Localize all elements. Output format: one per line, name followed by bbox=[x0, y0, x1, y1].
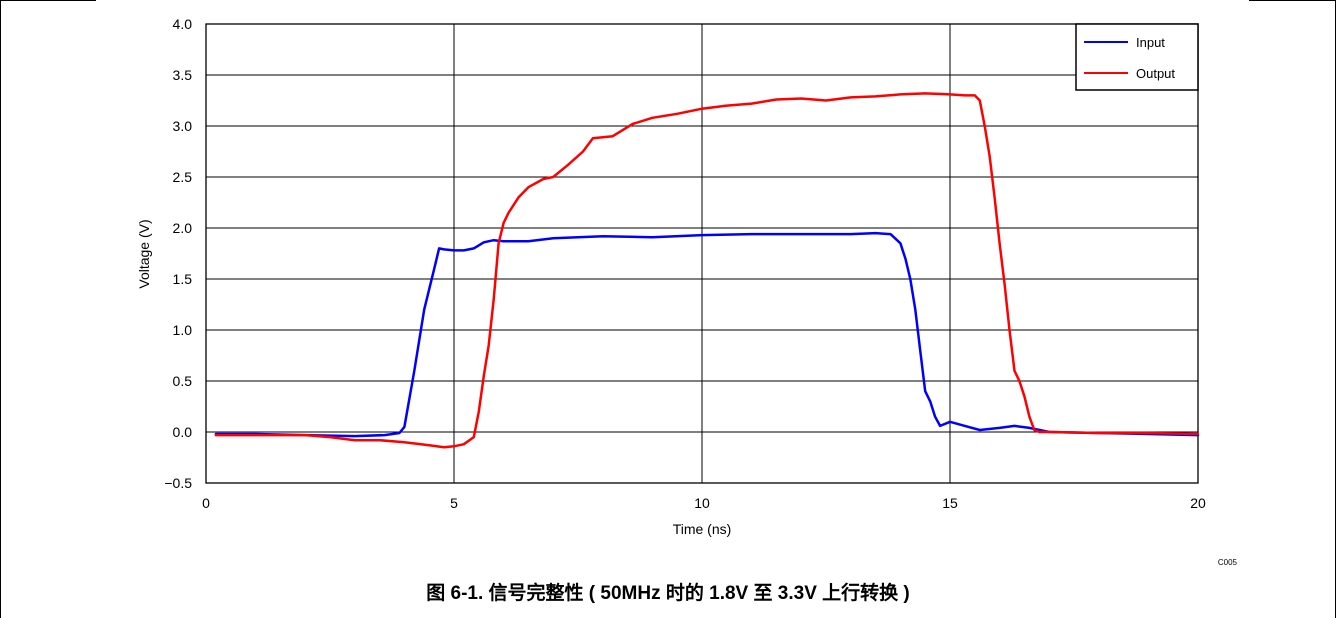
x-axis-label: Time (ns) bbox=[673, 521, 732, 537]
y-tick-label: 0.0 bbox=[173, 424, 193, 440]
legend-box bbox=[1075, 23, 1199, 91]
y-tick-label: 4.0 bbox=[173, 16, 193, 32]
y-axis: −0.5 0.0 0.5 1.0 1.5 2.0 2.5 3.0 3.5 4.0 bbox=[164, 16, 192, 491]
x-tick-label: 15 bbox=[942, 495, 958, 511]
x-tick-label: 0 bbox=[202, 495, 210, 511]
legend-label-output: Output bbox=[1136, 66, 1175, 81]
y-axis-label: Voltage (V) bbox=[136, 219, 152, 288]
legend-label-input: Input bbox=[1136, 35, 1165, 50]
y-tick-label: 3.0 bbox=[173, 118, 193, 134]
legend: Input Output bbox=[1075, 23, 1199, 91]
y-tick-label: 3.5 bbox=[173, 67, 193, 83]
x-tick-label: 10 bbox=[694, 495, 710, 511]
series-line-input bbox=[214, 231, 1200, 438]
x-axis: 0 5 10 15 20 bbox=[202, 495, 1206, 511]
x-tick-label: 20 bbox=[1190, 495, 1206, 511]
grid bbox=[206, 24, 1198, 483]
x-tick-label: 5 bbox=[450, 495, 458, 511]
y-tick-label: 0.5 bbox=[173, 373, 193, 389]
chart-background bbox=[96, 0, 1249, 566]
y-tick-label: 1.0 bbox=[173, 322, 193, 338]
series-group bbox=[214, 92, 1200, 449]
y-tick-label: 1.5 bbox=[173, 271, 193, 287]
figure-caption: 图 6-1. 信号完整性 ( 50MHz 时的 1.8V 至 3.3V 上行转换… bbox=[426, 583, 910, 604]
y-tick-label: −0.5 bbox=[164, 475, 192, 491]
plot-area bbox=[205, 23, 1199, 484]
series-line-output bbox=[214, 92, 1200, 449]
figure-code: C005 bbox=[1218, 558, 1238, 567]
y-tick-label: 2.5 bbox=[173, 169, 193, 185]
y-tick-label: 2.0 bbox=[173, 220, 193, 236]
